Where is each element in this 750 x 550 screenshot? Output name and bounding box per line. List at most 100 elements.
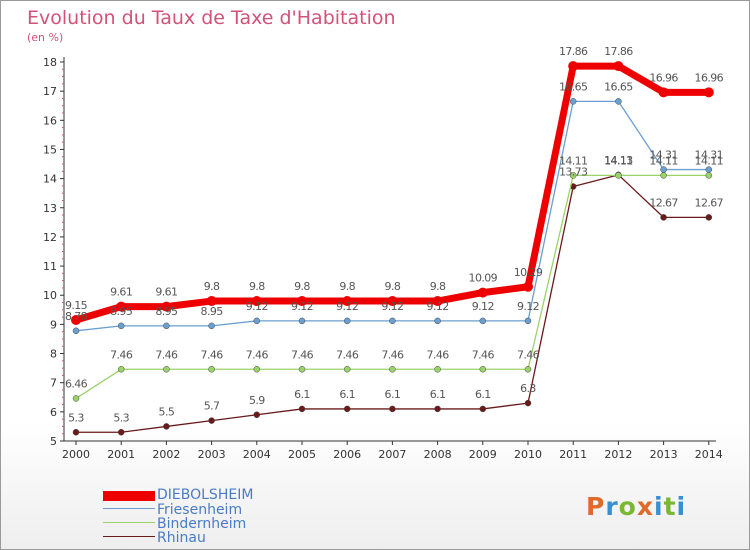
x-tick-label: 2011 [559, 448, 587, 461]
data-point [72, 395, 80, 402]
data-point [253, 411, 261, 419]
data-point [568, 61, 579, 72]
data-point [660, 172, 667, 179]
data-label: 12.67 [695, 196, 724, 209]
data-label: 6.1 [475, 388, 491, 401]
y-tick-label: 17 [43, 85, 57, 98]
data-label: 7.46 [201, 348, 224, 361]
y-tick-label: 9 [50, 318, 57, 331]
data-label: 7.46 [155, 348, 178, 361]
y-tick-label: 7 [50, 377, 57, 390]
data-label: 14.11 [604, 154, 633, 167]
x-tick-label: 2008 [424, 448, 452, 461]
data-point [658, 87, 669, 98]
y-tick-label: 10 [43, 289, 57, 302]
data-label: 9.12 [336, 300, 358, 313]
data-point [163, 322, 170, 330]
data-point [705, 166, 713, 173]
data-label: 9.8 [204, 280, 220, 293]
data-label: 9.8 [385, 280, 401, 293]
x-tick-label: 2001 [107, 448, 135, 461]
data-label: 14.11 [649, 154, 678, 167]
data-point [298, 366, 306, 373]
data-point [703, 87, 714, 98]
data-label: 7.46 [110, 348, 133, 361]
data-point [72, 429, 80, 436]
y-tick-label: 18 [43, 56, 57, 69]
data-label: 9.12 [427, 300, 449, 313]
data-point [163, 366, 170, 373]
data-point [298, 317, 306, 325]
legend-swatch [103, 508, 155, 509]
data-point [523, 281, 533, 292]
legend: DIEBOLSHEIM Friesenheim Bindernheim Rhin… [103, 487, 363, 546]
data-point [208, 322, 215, 330]
data-label: 6.1 [339, 388, 355, 401]
data-point [432, 296, 443, 307]
data-label: 6.3 [520, 382, 536, 395]
legend-label: Bindernheim [157, 516, 247, 532]
data-point [208, 366, 215, 373]
data-point [524, 399, 532, 407]
data-label: 7.46 [336, 348, 359, 361]
data-label: 6.1 [385, 388, 401, 401]
data-label: 9.61 [110, 286, 132, 299]
y-tick-label: 5 [50, 435, 57, 448]
data-label: 8.95 [201, 305, 224, 318]
data-point [116, 301, 127, 312]
chart-unit: (en %) [27, 31, 64, 44]
data-label: 9.8 [430, 280, 446, 293]
data-point [161, 301, 172, 312]
data-point [434, 366, 441, 373]
legend-swatch [103, 491, 155, 501]
data-label: 14.31 [649, 149, 678, 162]
data-point [117, 322, 125, 330]
data-point [117, 429, 125, 436]
data-label: 5.9 [249, 394, 265, 407]
data-label: 7.46 [517, 348, 540, 361]
y-tick-label: 15 [43, 143, 57, 156]
data-label: 9.8 [294, 280, 310, 293]
logo-letter: o [618, 492, 637, 521]
data-label: 14.11 [695, 154, 724, 167]
legend-label: DIEBOLSHEIM [157, 487, 254, 503]
x-tick-label: 2007 [378, 448, 406, 461]
data-label: 16.65 [604, 80, 633, 93]
y-tick-label: 13 [43, 202, 57, 215]
data-point [705, 214, 713, 221]
data-point [660, 166, 667, 173]
y-tick-label: 16 [43, 114, 57, 127]
data-label: 9.12 [381, 300, 403, 313]
data-point [251, 296, 262, 307]
data-label: 13.73 [559, 165, 588, 178]
data-label: 8.95 [155, 305, 178, 318]
data-point [477, 287, 488, 298]
chart-title: Evolution du Taux de Taxe d'Habitation [27, 7, 396, 29]
data-point [343, 366, 351, 373]
data-point [253, 366, 261, 373]
data-point [615, 172, 622, 179]
x-tick-label: 2003 [198, 448, 226, 461]
data-point [117, 366, 125, 373]
data-label: 6.1 [430, 388, 446, 401]
data-label: 9.8 [339, 280, 355, 293]
data-label: 9.12 [246, 300, 268, 313]
data-label: 16.96 [695, 71, 724, 84]
x-tick-label: 2006 [333, 448, 361, 461]
data-point [208, 417, 215, 424]
data-label: 5.5 [159, 405, 175, 418]
proxiti-logo: Proxiti [586, 492, 686, 521]
x-tick-label: 2012 [604, 448, 632, 461]
line-chart: 5 6 7 8 9 10 11 12 13 14 15 16 17 18 2000 2001 2002 2003 2… [43, 45, 724, 461]
data-point [387, 296, 398, 307]
data-point [71, 315, 81, 326]
legend-label: Friesenheim [157, 502, 243, 518]
data-label: 7.46 [472, 348, 495, 361]
legend-label: Rhinau [157, 530, 206, 546]
data-point [342, 296, 353, 307]
data-point [479, 405, 487, 413]
data-point [297, 296, 307, 307]
data-point [524, 366, 532, 373]
data-label: 16.96 [649, 71, 678, 84]
